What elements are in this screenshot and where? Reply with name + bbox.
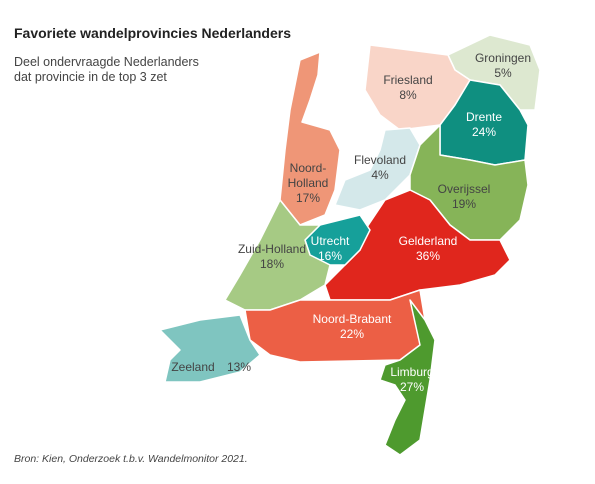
subtitle-text: Deel ondervraagde Nederlanders dat provin…: [14, 55, 199, 84]
value-label: 16%: [318, 249, 342, 263]
province-name: Groningen: [475, 51, 531, 65]
value-label: 24%: [472, 125, 496, 139]
value-label: 27%: [400, 380, 424, 394]
province: [159, 314, 261, 383]
province-name: Flevoland: [354, 153, 406, 167]
value-label: 4%: [371, 168, 389, 182]
province-name: Friesland: [383, 73, 432, 87]
province-name: Zuid-Holland: [238, 242, 306, 256]
province: [334, 127, 421, 211]
province-name: Gelderland: [399, 234, 458, 248]
value-label: 22%: [340, 327, 364, 341]
source: Bron: Kien, Onderzoek t.b.v. Wandelmonit…: [14, 453, 248, 465]
value-label: 13%: [227, 360, 251, 374]
province: [279, 51, 341, 226]
value-label: 19%: [452, 197, 476, 211]
value-label: 18%: [260, 257, 284, 271]
value-label: 17%: [296, 191, 320, 205]
province-name: Drente: [466, 110, 502, 124]
province-name: Limburg: [390, 365, 433, 379]
province-name: Zeeland: [171, 360, 214, 374]
chart-title: Favoriete wandelprovincies Nederlanders: [14, 25, 291, 41]
province-name: Noord-Brabant: [313, 312, 392, 326]
subtitle: Deel ondervraagde Nederlanders dat provin…: [14, 55, 199, 84]
value-label: 5%: [494, 66, 512, 80]
value-label: 36%: [416, 249, 440, 263]
province-name: Utrecht: [311, 234, 350, 248]
province: [224, 199, 331, 311]
province: [379, 299, 436, 456]
province-name: Overijssel: [438, 182, 491, 196]
value-label: 8%: [399, 88, 417, 102]
province-name: Noord-Holland: [288, 161, 329, 190]
